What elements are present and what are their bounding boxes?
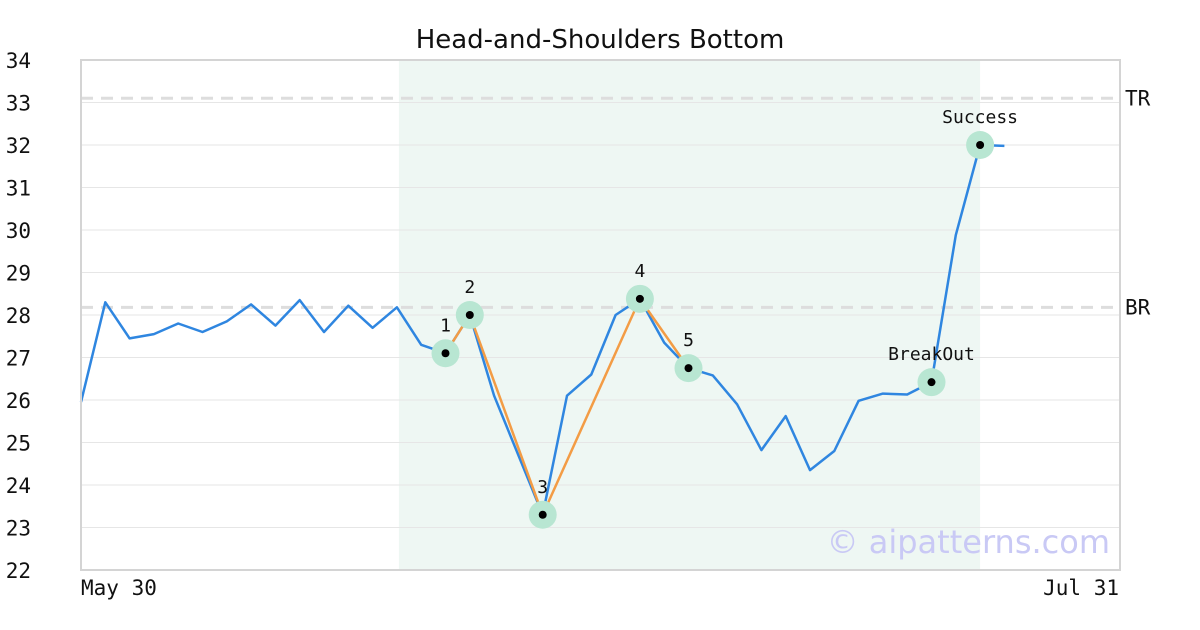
marker-dot — [927, 378, 936, 387]
marker-dot — [976, 141, 985, 149]
chart-title: Head-and-Shoulders Bottom — [416, 25, 785, 55]
y-axis-ticks: 22 23 24 25 26 27 28 29 30 31 32 33 34 — [6, 49, 31, 583]
y-tick-label: 22 — [6, 559, 31, 583]
gridlines — [81, 102, 1120, 528]
pattern-point-markers: 12 3 4 5 BreakOut Success — [431, 107, 1018, 529]
plot-frame — [80, 59, 1121, 571]
pattern-segment — [468, 313, 544, 516]
point-label-1: 1 — [440, 315, 451, 336]
pattern-segment — [638, 297, 690, 370]
point-label-breakout: BreakOut — [888, 344, 975, 365]
point-label-3: 3 — [537, 477, 548, 498]
marker-dot — [465, 311, 474, 319]
watermark: © aipatterns.com — [827, 523, 1110, 561]
point-label-success: Success — [942, 107, 1018, 128]
point-label-4: 4 — [634, 261, 645, 282]
y-tick-label: 24 — [6, 474, 31, 498]
y-tick-label: 33 — [6, 92, 31, 116]
y-tick-label: 28 — [6, 304, 31, 328]
point-label-2: 2 — [464, 277, 475, 298]
reference-label-br: BR — [1125, 295, 1151, 319]
y-tick-label: 29 — [6, 262, 31, 286]
y-tick-label: 32 — [6, 134, 31, 158]
marker-dot — [538, 510, 547, 519]
marker-dot — [684, 364, 693, 373]
marker-dot — [635, 294, 644, 303]
y-tick-label: 25 — [6, 432, 31, 456]
y-tick-label: 23 — [6, 517, 31, 541]
y-tick-label: 26 — [6, 389, 31, 413]
pattern-segment — [541, 297, 642, 516]
point-label-5: 5 — [683, 330, 694, 351]
x-tick-end: Jul 31 — [1043, 576, 1119, 600]
reference-lines: TR BR — [81, 86, 1151, 319]
reference-label-tr: TR — [1125, 86, 1151, 110]
y-tick-label: 30 — [6, 219, 31, 243]
y-tick-label: 31 — [6, 177, 31, 201]
marker-dot — [441, 349, 450, 358]
y-tick-label: 27 — [6, 347, 31, 371]
y-tick-label: 34 — [6, 49, 31, 73]
x-tick-start: May 30 — [81, 576, 157, 600]
